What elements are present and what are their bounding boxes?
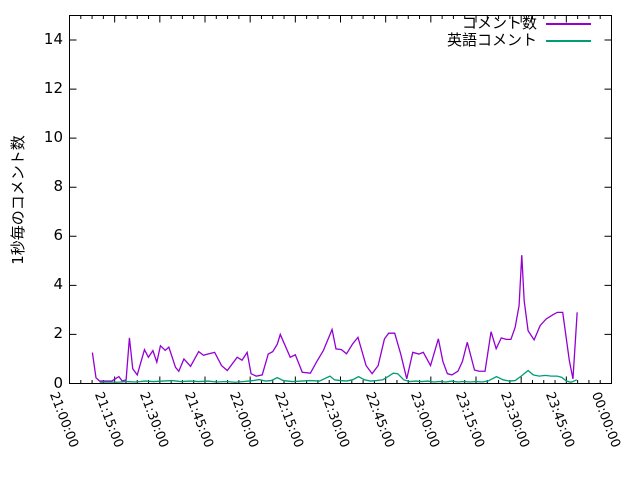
legend: コメント数 英語コメント bbox=[447, 15, 591, 49]
y-tick-label: 4 bbox=[53, 275, 63, 294]
axis-ticks bbox=[69, 15, 612, 384]
legend-label-comments: コメント数 bbox=[461, 14, 537, 32]
y-tick-label: 14 bbox=[43, 30, 63, 49]
y-tick-label: 6 bbox=[53, 226, 63, 245]
y-tick-label: 8 bbox=[53, 177, 63, 196]
legend-label-english-comments: 英語コメント bbox=[446, 31, 537, 49]
y-tick-label: 0 bbox=[53, 373, 63, 392]
series-lines bbox=[91, 255, 578, 383]
legend-line-sample-comments bbox=[546, 22, 591, 25]
series-line-0 bbox=[91, 255, 578, 382]
plot-border bbox=[69, 15, 612, 384]
legend-row-comments: コメント数 bbox=[447, 15, 591, 32]
y-tick-label: 10 bbox=[43, 128, 63, 147]
legend-row-english-comments: 英語コメント bbox=[447, 32, 591, 49]
legend-line-sample-english-comments bbox=[546, 39, 591, 42]
y-tick-label: 12 bbox=[43, 79, 63, 98]
series-line-1 bbox=[99, 369, 578, 383]
y-tick-label: 2 bbox=[53, 324, 63, 343]
